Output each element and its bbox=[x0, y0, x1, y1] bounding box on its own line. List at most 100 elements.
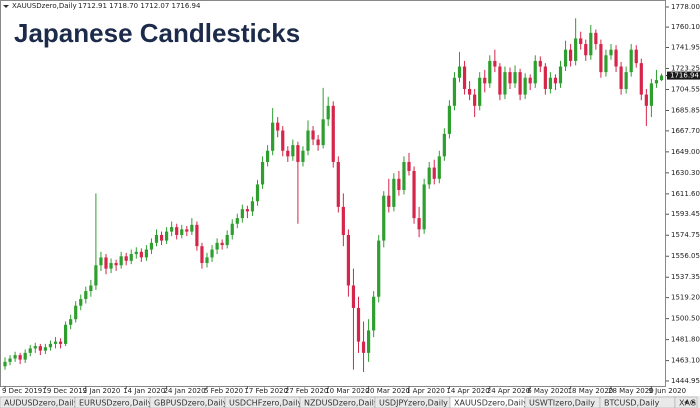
candle-body bbox=[341, 206, 345, 235]
symbol-arrow[interactable] bbox=[3, 5, 9, 8]
candle-body bbox=[235, 218, 239, 224]
candle-body bbox=[634, 49, 638, 64]
candle-body bbox=[563, 49, 568, 67]
candle-body bbox=[84, 291, 88, 299]
candle-body bbox=[13, 355, 17, 359]
candle-body bbox=[119, 256, 123, 266]
tab-scroll-left[interactable]: ◂ bbox=[684, 398, 688, 406]
candle-body bbox=[624, 72, 628, 89]
tab-scroll-right[interactable]: ▸ bbox=[692, 398, 696, 406]
candle-body bbox=[99, 257, 103, 266]
candle-body bbox=[200, 246, 204, 264]
candle-body bbox=[139, 251, 143, 258]
candle-body bbox=[64, 324, 68, 344]
candle-body bbox=[503, 72, 507, 95]
candle-body bbox=[144, 249, 148, 258]
candle-body bbox=[296, 145, 300, 162]
y-tick-label: 1556.05 bbox=[671, 252, 700, 260]
candle-body bbox=[48, 343, 53, 348]
candle-body bbox=[558, 66, 563, 84]
candle-body bbox=[331, 105, 335, 162]
tab-label[interactable]: EURUSDzero,Daily bbox=[79, 399, 153, 408]
candle-body bbox=[604, 55, 608, 73]
candle-body bbox=[170, 227, 174, 232]
candle-body bbox=[422, 184, 426, 230]
candle-body bbox=[407, 161, 411, 171]
candle-body bbox=[306, 130, 310, 151]
x-tick-label: 9 Dec 2019 bbox=[2, 387, 42, 395]
candle-body bbox=[533, 60, 537, 84]
y-tick-label: 1685.85 bbox=[671, 106, 700, 114]
candle-body bbox=[18, 355, 22, 360]
last-price-box bbox=[667, 71, 700, 80]
y-tick-label: 1667.70 bbox=[671, 127, 700, 135]
candle-body bbox=[462, 66, 467, 89]
candle-body bbox=[195, 224, 199, 247]
candle-body bbox=[392, 178, 396, 207]
candle-body bbox=[478, 77, 482, 106]
y-tick-label: 1574.75 bbox=[671, 231, 700, 239]
candle-body bbox=[437, 156, 441, 179]
chart-frame bbox=[0, 0, 666, 387]
candle-body bbox=[427, 167, 431, 185]
candle-body bbox=[508, 72, 512, 84]
chart-title: Japanese Candlesticks bbox=[14, 18, 300, 48]
x-tick-label: 27 Feb 2020 bbox=[285, 387, 329, 395]
tab-label[interactable]: XAG bbox=[679, 399, 696, 408]
tab-label[interactable]: AUDUSDzero,Daily bbox=[4, 399, 79, 408]
candle-body bbox=[58, 341, 63, 344]
candle-body bbox=[594, 32, 598, 45]
candle-body bbox=[129, 254, 133, 261]
candle-body bbox=[468, 88, 472, 95]
tab-label[interactable]: USDCHFzero,Daily bbox=[229, 399, 302, 408]
candle-body bbox=[79, 298, 83, 306]
x-tick-label: 28 May 2020 bbox=[608, 387, 654, 395]
candle-body bbox=[569, 49, 573, 61]
candle-body bbox=[23, 352, 27, 360]
candle-body bbox=[553, 77, 558, 84]
candle-body bbox=[215, 242, 219, 250]
candle-body bbox=[609, 49, 613, 56]
candle-body bbox=[175, 227, 179, 235]
candle-body bbox=[53, 341, 58, 344]
candle-body bbox=[225, 234, 229, 246]
candle-body bbox=[210, 249, 214, 258]
candle-body bbox=[104, 257, 108, 269]
y-tick-label: 1760.10 bbox=[671, 23, 700, 31]
candle-body bbox=[321, 119, 325, 146]
candle-body bbox=[387, 195, 391, 207]
tab-label[interactable]: GBPUSDzero,Daily bbox=[154, 399, 228, 408]
candle-body bbox=[548, 77, 552, 89]
x-tick-label: 9 Jun 2020 bbox=[648, 387, 686, 395]
candle-body bbox=[8, 358, 12, 362]
candle-body bbox=[109, 263, 113, 269]
candle-body bbox=[614, 49, 618, 67]
tab-label[interactable]: USWTIzero,Daily bbox=[529, 399, 595, 408]
candle-body bbox=[316, 139, 320, 146]
chart: 1778.00 1760.10 1741.95 1723.25 1704.55 1685.… bbox=[2, 3, 700, 395]
candle-body bbox=[473, 94, 477, 106]
candle-body bbox=[276, 122, 280, 131]
candle-body bbox=[336, 161, 340, 207]
y-tick-label: 1500.50 bbox=[671, 315, 700, 323]
tab[interactable] bbox=[674, 396, 698, 408]
tab-label[interactable]: BTCUSD,Daily bbox=[604, 399, 660, 408]
candle-body bbox=[205, 257, 209, 264]
candle-body bbox=[250, 201, 255, 212]
y-tick-label: 1630.30 bbox=[671, 169, 700, 177]
candle-body bbox=[326, 105, 330, 120]
tab-label[interactable]: XAUUSDzero,Daily bbox=[454, 399, 528, 408]
candle-body bbox=[639, 63, 643, 95]
candle-body bbox=[382, 195, 386, 241]
candle-body bbox=[346, 234, 350, 286]
tab-label[interactable]: USDJPYzero,Daily bbox=[379, 399, 448, 408]
candle-body bbox=[154, 234, 159, 243]
candle-body bbox=[301, 150, 305, 162]
candle-body bbox=[124, 256, 128, 261]
candle-body bbox=[574, 38, 578, 61]
tab-label[interactable]: NZDUSDzero,Daily bbox=[304, 399, 379, 408]
candle-body bbox=[43, 347, 47, 351]
candle-body bbox=[74, 305, 78, 320]
candle-body bbox=[291, 145, 295, 157]
